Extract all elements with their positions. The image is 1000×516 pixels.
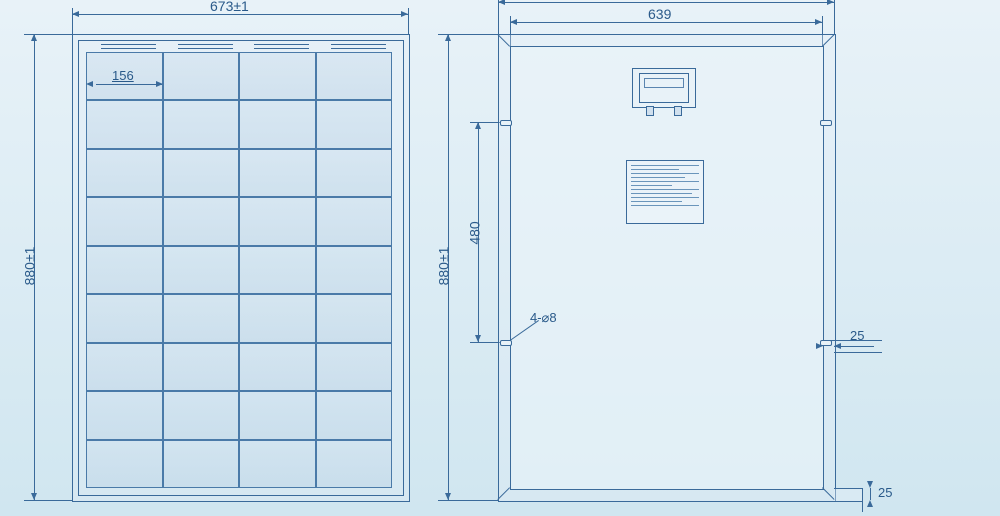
arrow — [445, 493, 451, 500]
cell-size-dim: 156 — [112, 68, 134, 83]
mount-hole — [820, 120, 832, 126]
dim-line — [870, 488, 871, 500]
arrow — [827, 0, 834, 5]
arrow — [156, 81, 163, 87]
arrow — [401, 11, 408, 17]
rear-inner-width-dim: 639 — [648, 6, 671, 22]
ext-line — [408, 8, 409, 34]
arrow — [31, 493, 37, 500]
rear-outer-width-dim: 673±1 — [636, 0, 675, 3]
front-cell-grid — [86, 52, 392, 488]
arrow — [510, 19, 517, 25]
ext-line — [834, 0, 835, 34]
ext-line — [24, 500, 72, 501]
arrow — [31, 34, 37, 41]
busbar-row — [86, 44, 392, 50]
dim-line — [96, 84, 162, 85]
dim-line — [510, 22, 822, 23]
arrow — [834, 343, 841, 349]
arrow — [72, 11, 79, 17]
rear-panel-inner — [510, 46, 824, 490]
arrow — [815, 19, 822, 25]
rear-height-dim: 880±1 — [435, 247, 451, 286]
corner-bl — [498, 488, 510, 500]
arrow — [816, 343, 823, 349]
connector-right — [674, 106, 682, 116]
corner-tr — [822, 34, 834, 46]
edge-v-dim: 25 — [878, 485, 892, 500]
front-width-dim: 673±1 — [210, 0, 249, 14]
edge-h-dim: 25 — [850, 328, 864, 343]
front-height-dim: 880±1 — [21, 247, 37, 286]
arrow — [445, 34, 451, 41]
spec-label-plate — [626, 160, 704, 224]
ext-line — [498, 0, 499, 34]
corner-br — [822, 488, 834, 500]
arrow — [867, 481, 873, 488]
frame-profile — [834, 488, 863, 502]
ext-line — [834, 352, 882, 353]
arrow — [475, 122, 481, 129]
mount-spacing-dim: 480 — [467, 221, 483, 244]
ext-line — [438, 500, 498, 501]
connector-left — [646, 106, 654, 116]
dim-line — [72, 14, 408, 15]
junction-box-inner — [639, 73, 689, 103]
arrow — [867, 500, 873, 507]
arrow — [475, 335, 481, 342]
arrow — [498, 0, 505, 5]
arrow — [86, 81, 93, 87]
corner-tl — [498, 34, 510, 46]
junction-box — [632, 68, 696, 108]
mount-hole — [500, 120, 512, 126]
